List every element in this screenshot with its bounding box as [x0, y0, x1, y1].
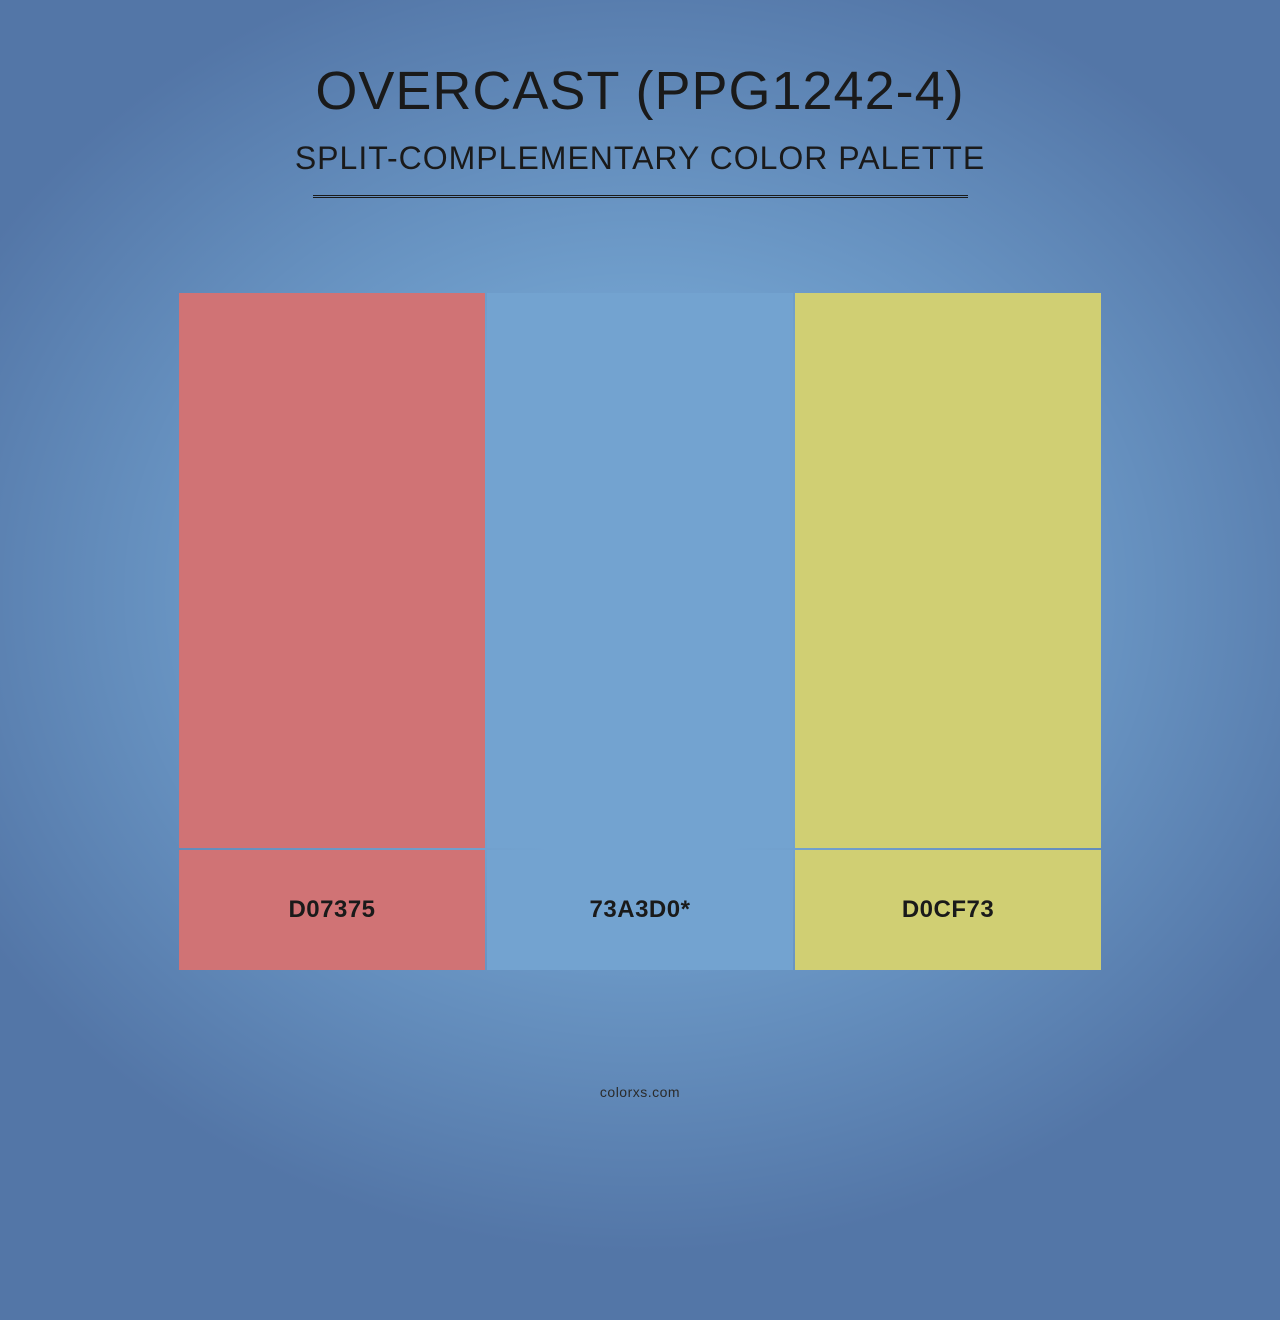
color-hex-text: D0CF73: [902, 896, 994, 924]
color-swatch: [179, 293, 485, 848]
color-label: 73A3D0*: [487, 850, 793, 970]
page-subtitle: SPLIT-COMPLEMENTARY COLOR PALETTE: [295, 140, 985, 177]
color-hex-text: 73A3D0*: [590, 896, 691, 924]
title-divider: [313, 195, 968, 198]
color-swatch: [795, 293, 1101, 848]
palette-container: D07375 73A3D0* D0CF73: [179, 293, 1101, 970]
page-title: OVERCAST (PPG1242-4): [315, 60, 964, 122]
color-swatch: [487, 293, 793, 848]
swatch-column: 73A3D0*: [487, 293, 793, 970]
swatch-column: D07375: [179, 293, 485, 970]
attribution-text: colorxs.com: [600, 1084, 680, 1100]
color-label: D0CF73: [795, 850, 1101, 970]
content-wrapper: OVERCAST (PPG1242-4) SPLIT-COMPLEMENTARY…: [0, 0, 1280, 1320]
color-label: D07375: [179, 850, 485, 970]
swatch-column: D0CF73: [795, 293, 1101, 970]
color-hex-text: D07375: [288, 896, 375, 924]
